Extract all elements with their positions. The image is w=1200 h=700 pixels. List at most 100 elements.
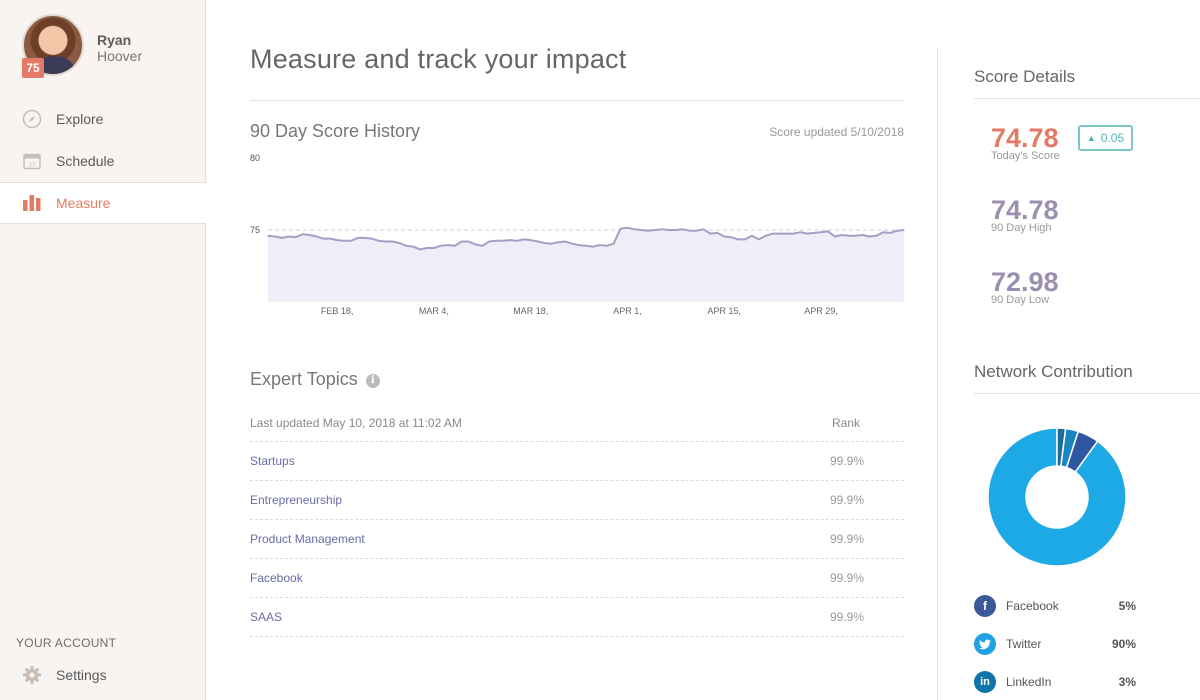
score-point [357, 237, 359, 239]
network-name: LinkedIn [1006, 675, 1052, 689]
low-score-label: 90 Day Low [991, 294, 1050, 306]
score-point [488, 240, 490, 243]
score-point [371, 238, 373, 240]
score-point [509, 239, 511, 241]
topic-name[interactable]: Startups [250, 454, 295, 468]
score-area [268, 227, 904, 302]
sidebar-item-schedule[interactable]: 27 Schedule [0, 140, 206, 182]
score-point [882, 231, 884, 233]
score-point [516, 240, 518, 242]
high-score-label: 90 Day High [991, 222, 1052, 234]
score-point [661, 228, 663, 230]
score-point [329, 238, 331, 240]
today-score-label: Today's Score [991, 150, 1060, 162]
low-score: 72.98 90 Day Low [991, 268, 1059, 306]
topic-name[interactable]: Facebook [250, 571, 303, 585]
score-point [578, 244, 580, 246]
score-point [592, 246, 594, 248]
topic-name[interactable]: Entrepreneurship [250, 493, 343, 507]
expert-topics-table: Last updated May 10, 2018 at 11:02 AM Ra… [250, 405, 904, 637]
topic-rank: 99.9% [829, 571, 864, 585]
topic-rank: 99.9% [829, 610, 864, 624]
score-point [585, 245, 587, 247]
high-score: 74.78 90 Day High [991, 196, 1059, 234]
score-point [440, 245, 442, 247]
calendar-day: 27 [28, 162, 36, 169]
table-row: Product Management 99.9% [250, 520, 904, 559]
info-icon[interactable]: i [365, 373, 380, 388]
score-point [758, 238, 760, 240]
score-point [716, 232, 718, 234]
bar-chart-icon [22, 193, 42, 213]
score-point [419, 248, 421, 250]
score-point [820, 231, 822, 233]
score-point [751, 235, 753, 237]
score-point [799, 231, 801, 233]
table-row: Entrepreneurship 99.9% [250, 481, 904, 520]
title-divider [250, 100, 904, 101]
score-point [391, 240, 393, 243]
score-point [682, 228, 684, 230]
x-tick-label: MAR 18, [513, 306, 548, 316]
score-point [903, 229, 905, 231]
score-point [364, 237, 366, 239]
score-point [779, 233, 781, 235]
twitter-icon[interactable] [974, 633, 996, 655]
score-point [495, 240, 497, 242]
sidebar-item-measure[interactable]: Measure [0, 182, 206, 224]
score-point [709, 233, 711, 235]
y-tick-label: 80 [250, 153, 260, 163]
score-point [792, 233, 795, 235]
network-row-linkedin: in LinkedIn 3% [974, 670, 1136, 694]
score-point [315, 235, 317, 238]
topic-name[interactable]: SAAS [250, 610, 283, 624]
low-score-value: 72.98 [991, 267, 1059, 297]
network-name: Facebook [1006, 599, 1059, 613]
panel-divider [937, 48, 938, 700]
network-title: Network Contribution [974, 362, 1133, 381]
score-point [571, 243, 573, 245]
sidebar-item-explore[interactable]: Explore [0, 98, 206, 140]
score-point [834, 235, 836, 238]
user-profile[interactable]: 75 Ryan Hoover [22, 14, 202, 78]
score-point [647, 230, 649, 232]
page-title: Measure and track your impact [250, 44, 627, 74]
score-point [343, 240, 345, 242]
score-point [633, 228, 635, 230]
triangle-up-icon: ▲ [1086, 133, 1096, 143]
score-point [875, 235, 877, 237]
today-score: 74.78 Today's Score [991, 124, 1060, 162]
score-point [350, 240, 352, 242]
score-point [274, 235, 276, 238]
linkedin-icon[interactable]: in [974, 671, 996, 693]
score-point [896, 230, 898, 232]
score-point [613, 243, 615, 245]
topics-last-updated: Last updated May 10, 2018 at 11:02 AM [250, 416, 462, 430]
topic-name[interactable]: Product Management [250, 532, 365, 546]
x-tick-label: MAR 4, [419, 306, 449, 316]
facebook-icon[interactable]: f [974, 595, 996, 617]
score-point [295, 236, 297, 238]
sidebar-nav: Explore 27 Schedule Measure [0, 98, 206, 224]
sidebar-item-label: Explore [56, 111, 104, 127]
score-point [848, 235, 850, 237]
score-point [785, 233, 788, 235]
topic-rank: 99.9% [829, 532, 864, 546]
sidebar-item-settings[interactable]: Settings [0, 654, 206, 696]
main-content: Measure and track your impact 90 Day Sco… [250, 0, 905, 700]
score-point [530, 239, 532, 241]
topics-rank-header: Rank [831, 416, 860, 430]
score-point [772, 233, 774, 235]
score-point [537, 240, 539, 243]
table-row: SAAS 99.9% [250, 598, 904, 637]
score-point [454, 245, 456, 247]
score-point [474, 243, 476, 245]
score-point [308, 234, 311, 236]
score-point [281, 237, 283, 239]
table-row: Facebook 99.9% [250, 559, 904, 598]
score-details-divider [974, 98, 1200, 99]
donut-slice-facebook [1065, 430, 1099, 473]
score-point [461, 240, 463, 243]
user-first-name: Ryan [97, 32, 132, 48]
topic-rank: 99.9% [829, 454, 864, 468]
